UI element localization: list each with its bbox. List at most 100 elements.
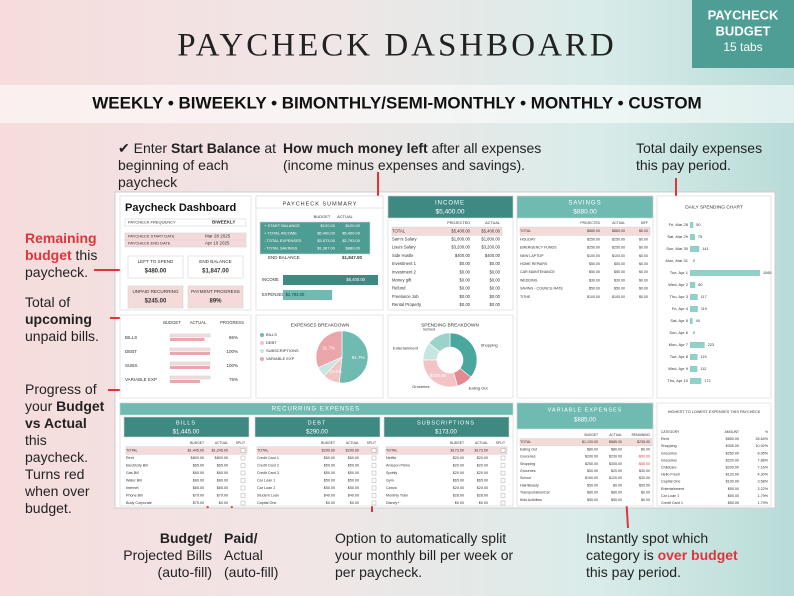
label: BILLS bbox=[125, 335, 137, 340]
text: Budget/ bbox=[159, 530, 212, 546]
label: Spotify bbox=[386, 471, 397, 475]
card bbox=[127, 255, 184, 279]
panel bbox=[119, 314, 252, 399]
bar bbox=[690, 270, 760, 276]
label: 0 bbox=[693, 259, 695, 263]
label: Amazon Prime bbox=[386, 463, 410, 467]
row bbox=[125, 446, 248, 455]
label: $20.00 bbox=[611, 469, 622, 473]
label: PROGRESS bbox=[220, 320, 244, 325]
label: $30.00 bbox=[589, 278, 600, 282]
label: SPENDING BREAKDOWN bbox=[421, 322, 479, 328]
label: $50.00 bbox=[348, 463, 359, 467]
label: $220.00 bbox=[430, 373, 447, 378]
label: $0.00 bbox=[613, 483, 622, 487]
badge bbox=[692, 0, 794, 68]
label: $80.00 bbox=[217, 478, 228, 482]
label: Lisa's Salary bbox=[392, 245, 417, 250]
label: CAR MAINTENANCE bbox=[520, 270, 555, 274]
label: $50.00 bbox=[324, 471, 335, 475]
label: $220.00 bbox=[726, 458, 739, 462]
text: Projected Bills (auto-fill) bbox=[123, 547, 212, 580]
text: at beginning of each paycheck bbox=[118, 140, 277, 190]
label: Investment 1 bbox=[392, 261, 417, 266]
text: this paycheck. Turns red when over budge… bbox=[25, 432, 90, 516]
label: $250.00 bbox=[612, 237, 625, 241]
bar bbox=[283, 290, 333, 300]
slice bbox=[315, 330, 343, 369]
label: Eating Out bbox=[469, 385, 489, 390]
checkbox bbox=[240, 448, 246, 453]
label: $305.00 bbox=[609, 462, 622, 466]
label: + TOTAL INCOME bbox=[264, 231, 297, 236]
label: PAYMENT PROGRESS bbox=[191, 289, 240, 294]
label: Mon, Apr 7 bbox=[669, 342, 689, 347]
label: 100% bbox=[226, 349, 238, 354]
label: 89% bbox=[209, 299, 222, 305]
label: $0.00 bbox=[490, 269, 501, 274]
label: EXPENSES BREAKDOWN bbox=[291, 322, 350, 328]
panel bbox=[516, 195, 654, 399]
label: DEBT bbox=[125, 349, 137, 354]
text: Progress of your bbox=[25, 381, 97, 414]
label: $0.00 bbox=[460, 278, 471, 283]
label: $50.00 bbox=[587, 498, 598, 502]
slice bbox=[449, 332, 478, 378]
label: $250.00 bbox=[612, 246, 625, 250]
label: Disney+ bbox=[386, 501, 399, 505]
label: ACTUAL bbox=[337, 214, 354, 219]
label: $0.00 bbox=[490, 261, 501, 266]
label: $50.00 bbox=[324, 478, 335, 482]
label: Sun, Apr 6 bbox=[669, 330, 688, 335]
label: 86% bbox=[229, 335, 238, 340]
bar bbox=[690, 378, 702, 384]
label: PAYCHECK END DATE bbox=[128, 241, 171, 246]
legend-dot bbox=[260, 341, 264, 345]
label: $5,400.00 bbox=[317, 231, 336, 236]
bar bbox=[690, 318, 693, 324]
label: $50.00 bbox=[324, 463, 335, 467]
label: Groceries bbox=[520, 469, 536, 473]
label: $800.00 bbox=[215, 456, 228, 460]
label: VARIABLE EXPENSES bbox=[548, 407, 623, 413]
text: Budget vs Actual bbox=[25, 398, 105, 431]
checkbox bbox=[371, 463, 377, 468]
label: $0.00 bbox=[479, 501, 488, 505]
label: TOTAL bbox=[386, 448, 398, 452]
band bbox=[0, 85, 794, 123]
label: $235.00 bbox=[637, 440, 650, 444]
label: $885.00 bbox=[609, 440, 622, 444]
label: $50.00 bbox=[728, 494, 739, 498]
label: $2,793.00 bbox=[342, 238, 361, 243]
label: $2,793.00 bbox=[286, 292, 305, 297]
label: 119 bbox=[701, 307, 707, 311]
label: TOTAL bbox=[520, 440, 531, 444]
callout: Option to automatically split your month… bbox=[335, 530, 525, 581]
bar bbox=[283, 275, 378, 285]
label: $65.00 bbox=[217, 486, 228, 490]
label: $100.00 bbox=[587, 295, 600, 299]
checkbox bbox=[371, 493, 377, 498]
label: 117 bbox=[701, 295, 707, 299]
frequencies: WEEKLY • BIWEEKLY • BIMONTHLY/SEMI-MONTH… bbox=[92, 93, 701, 112]
label: $0.00 bbox=[639, 237, 648, 241]
progress-bar bbox=[170, 380, 200, 383]
label: Mar 28 2025 bbox=[205, 234, 231, 239]
sub-head bbox=[254, 416, 381, 438]
label: HOME REPAIRS bbox=[520, 262, 548, 266]
label: $50.00 bbox=[324, 486, 335, 490]
label: $50.00 bbox=[348, 478, 359, 482]
label: $200.00 bbox=[585, 455, 598, 459]
label: $28.00 bbox=[477, 493, 488, 497]
text: over budget bbox=[657, 547, 738, 563]
label: Hair/Beauty bbox=[520, 483, 539, 487]
bar-bg bbox=[169, 333, 211, 338]
label: -$55.00 bbox=[638, 462, 650, 466]
checkbox bbox=[240, 478, 246, 483]
label: $50.00 bbox=[639, 483, 650, 487]
checkbox bbox=[240, 493, 246, 498]
label: Electricity Bill bbox=[126, 463, 148, 467]
label: $245.00 bbox=[145, 299, 167, 305]
bar bbox=[690, 366, 698, 372]
